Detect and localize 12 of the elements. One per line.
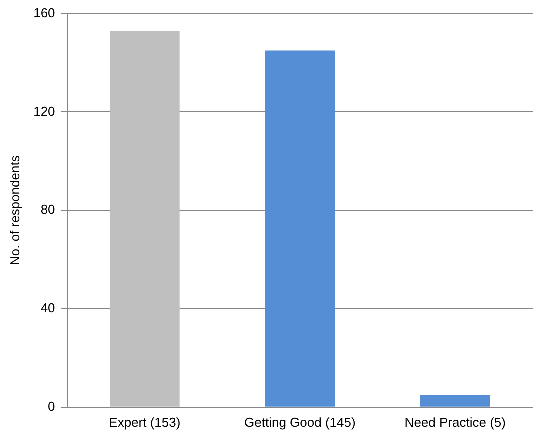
y-tick-label: 80 — [40, 202, 56, 218]
y-tick-label: 160 — [34, 5, 56, 20]
bar — [420, 395, 490, 407]
y-tick-label: 120 — [34, 104, 56, 119]
y-axis-title: No. of respondents — [7, 155, 22, 266]
bar — [265, 50, 336, 407]
x-tick-label: Need Practice (5) — [404, 414, 506, 430]
y-tick-label: 40 — [40, 300, 56, 316]
x-tick-label: Getting Good (145) — [244, 414, 356, 430]
x-tick-label: Expert (153) — [109, 414, 181, 430]
y-tick-label: 0 — [48, 398, 56, 414]
bar — [110, 31, 180, 407]
